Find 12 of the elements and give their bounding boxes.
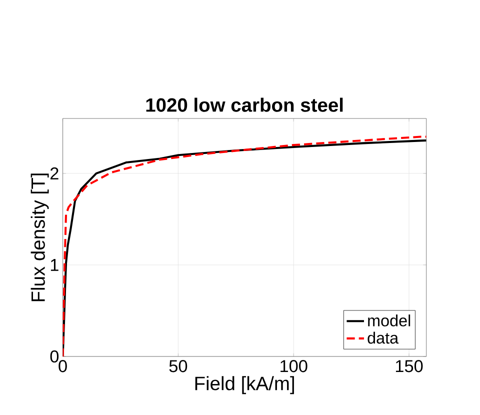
y-tick-label: 1 bbox=[50, 258, 58, 271]
legend-label: model bbox=[368, 314, 410, 326]
y-tick-label: 2 bbox=[50, 167, 58, 180]
x-tick-label: 100 bbox=[280, 360, 308, 372]
x-tick-label: 0 bbox=[58, 360, 67, 372]
chart-title: 1020 low carbon steel bbox=[146, 98, 343, 112]
x-tick-label: 150 bbox=[396, 360, 423, 372]
x-axis-title: Field [kA/m] bbox=[195, 376, 294, 394]
y-tick-label: 0 bbox=[50, 350, 59, 362]
legend-label: data bbox=[368, 332, 399, 344]
y-axis-title: Flux density [T] bbox=[30, 174, 49, 302]
x-tick-label: 50 bbox=[169, 360, 188, 372]
